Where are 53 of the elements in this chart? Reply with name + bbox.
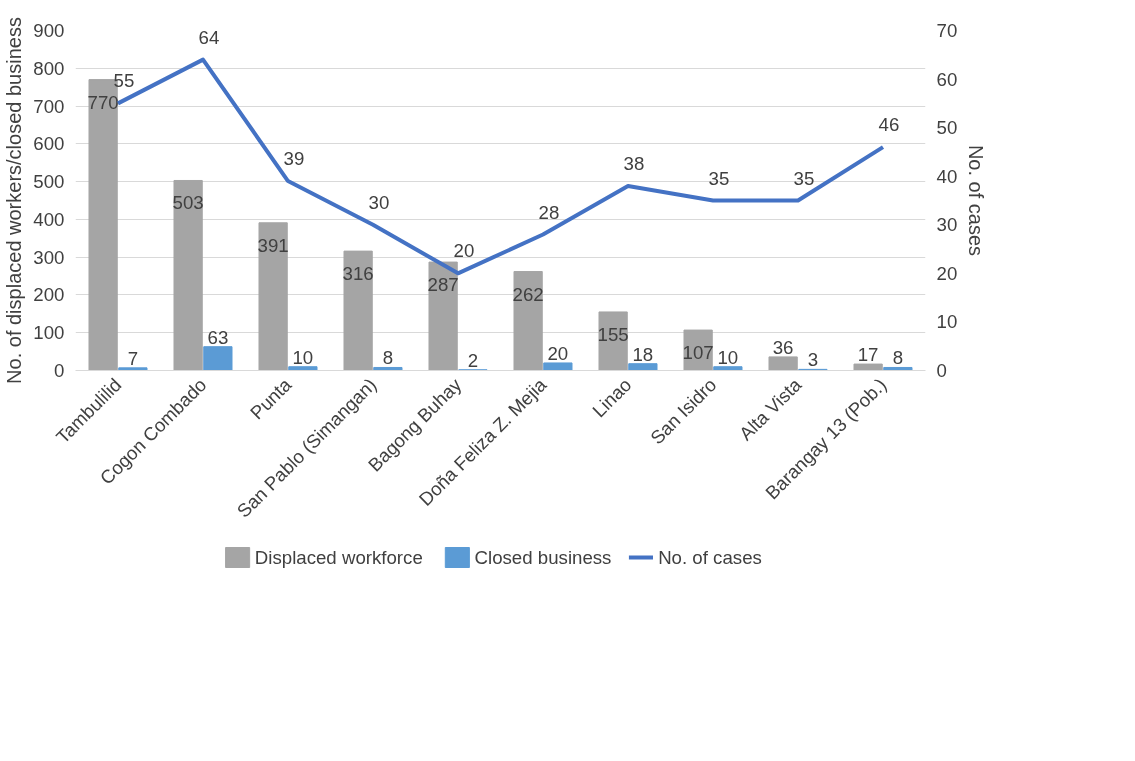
y-tick-label: 900 bbox=[33, 20, 65, 41]
legend-label: Closed business bbox=[474, 547, 612, 568]
y-tick-label: 400 bbox=[33, 208, 65, 230]
data-label: 36 bbox=[772, 336, 794, 358]
y-tick-label: 0 bbox=[54, 360, 65, 381]
y2-tick-label: 0 bbox=[936, 360, 947, 381]
data-label: 8 bbox=[892, 347, 904, 369]
data-label: 10 bbox=[292, 346, 314, 368]
data-label: 35 bbox=[793, 167, 815, 189]
data-label: 17 bbox=[857, 344, 879, 366]
data-label: 287 bbox=[427, 274, 459, 296]
data-label: 107 bbox=[682, 342, 714, 364]
y2-tick-label: 40 bbox=[936, 165, 958, 187]
data-label: 8 bbox=[382, 347, 394, 369]
y-tick-label: 100 bbox=[33, 322, 65, 344]
data-label: 46 bbox=[878, 114, 900, 136]
data-label: 20 bbox=[547, 342, 569, 364]
y2-tick-label: 70 bbox=[936, 20, 958, 41]
data-label: 2 bbox=[467, 349, 479, 371]
legend-label: Displaced workforce bbox=[254, 547, 423, 568]
data-label: 39 bbox=[283, 148, 305, 170]
data-label: 18 bbox=[632, 343, 654, 365]
data-label: 38 bbox=[623, 152, 645, 174]
data-label: 3 bbox=[807, 349, 819, 371]
data-label: 30 bbox=[368, 191, 390, 213]
data-label: 63 bbox=[207, 326, 229, 348]
data-label: 64 bbox=[198, 26, 220, 48]
y2-axis-title: No. of cases bbox=[965, 144, 988, 257]
y2-tick-label: 60 bbox=[936, 68, 958, 90]
y-tick-label: 600 bbox=[33, 133, 65, 155]
y-tick-label: 200 bbox=[33, 284, 65, 306]
y2-tick-label: 50 bbox=[936, 117, 958, 139]
legend-label: No. of cases bbox=[658, 547, 762, 568]
data-label: 503 bbox=[172, 192, 204, 214]
y2-tick-label: 10 bbox=[936, 311, 958, 333]
data-label: 155 bbox=[597, 323, 629, 345]
data-label: 10 bbox=[717, 346, 739, 368]
y-axis-title: No. of displaced workers/closed business bbox=[3, 17, 26, 384]
data-label: 316 bbox=[342, 263, 374, 285]
y-tick-label: 300 bbox=[33, 246, 65, 268]
y-tick-label: 500 bbox=[33, 171, 65, 193]
data-label: 55 bbox=[113, 70, 135, 92]
y2-tick-label: 30 bbox=[936, 214, 958, 236]
data-label: 20 bbox=[453, 240, 475, 262]
data-label: 262 bbox=[512, 283, 544, 305]
data-label: 35 bbox=[708, 167, 730, 189]
data-label: 391 bbox=[257, 234, 289, 256]
y-tick-label: 800 bbox=[33, 57, 65, 79]
y-tick-label: 700 bbox=[33, 95, 65, 117]
data-label: 7 bbox=[127, 347, 139, 369]
data-label: 770 bbox=[87, 91, 119, 113]
y2-tick-label: 20 bbox=[936, 262, 958, 284]
data-label: 28 bbox=[538, 201, 560, 223]
